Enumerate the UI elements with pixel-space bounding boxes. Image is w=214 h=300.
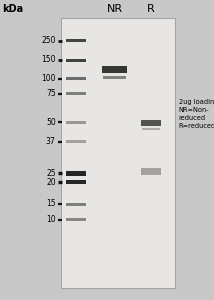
Text: 50: 50 [46, 118, 56, 127]
Text: 20: 20 [46, 178, 56, 187]
Bar [61, 18, 175, 288]
Bar [66, 202, 86, 206]
Bar [66, 121, 86, 124]
Bar [66, 171, 86, 176]
Bar [66, 92, 86, 95]
Bar [66, 39, 86, 42]
Bar [141, 168, 161, 175]
Text: R: R [147, 4, 155, 14]
Text: 250: 250 [41, 36, 56, 45]
Bar [66, 77, 86, 80]
Bar [103, 76, 126, 79]
Bar [66, 180, 86, 184]
Bar [102, 66, 127, 73]
Text: 2ug loading
NR=Non-
reduced
R=reduced: 2ug loading NR=Non- reduced R=reduced [179, 99, 214, 129]
Bar [66, 58, 86, 61]
Bar [66, 218, 86, 221]
Bar [142, 128, 160, 130]
Text: 37: 37 [46, 137, 56, 146]
Text: 25: 25 [46, 169, 56, 178]
Text: 15: 15 [46, 200, 56, 208]
Text: 10: 10 [46, 215, 56, 224]
Text: 150: 150 [41, 56, 56, 64]
Bar [141, 120, 161, 126]
Text: NR: NR [106, 4, 123, 14]
Text: kDa: kDa [2, 4, 23, 14]
Bar [66, 140, 86, 143]
Text: 100: 100 [41, 74, 56, 83]
Text: 75: 75 [46, 89, 56, 98]
